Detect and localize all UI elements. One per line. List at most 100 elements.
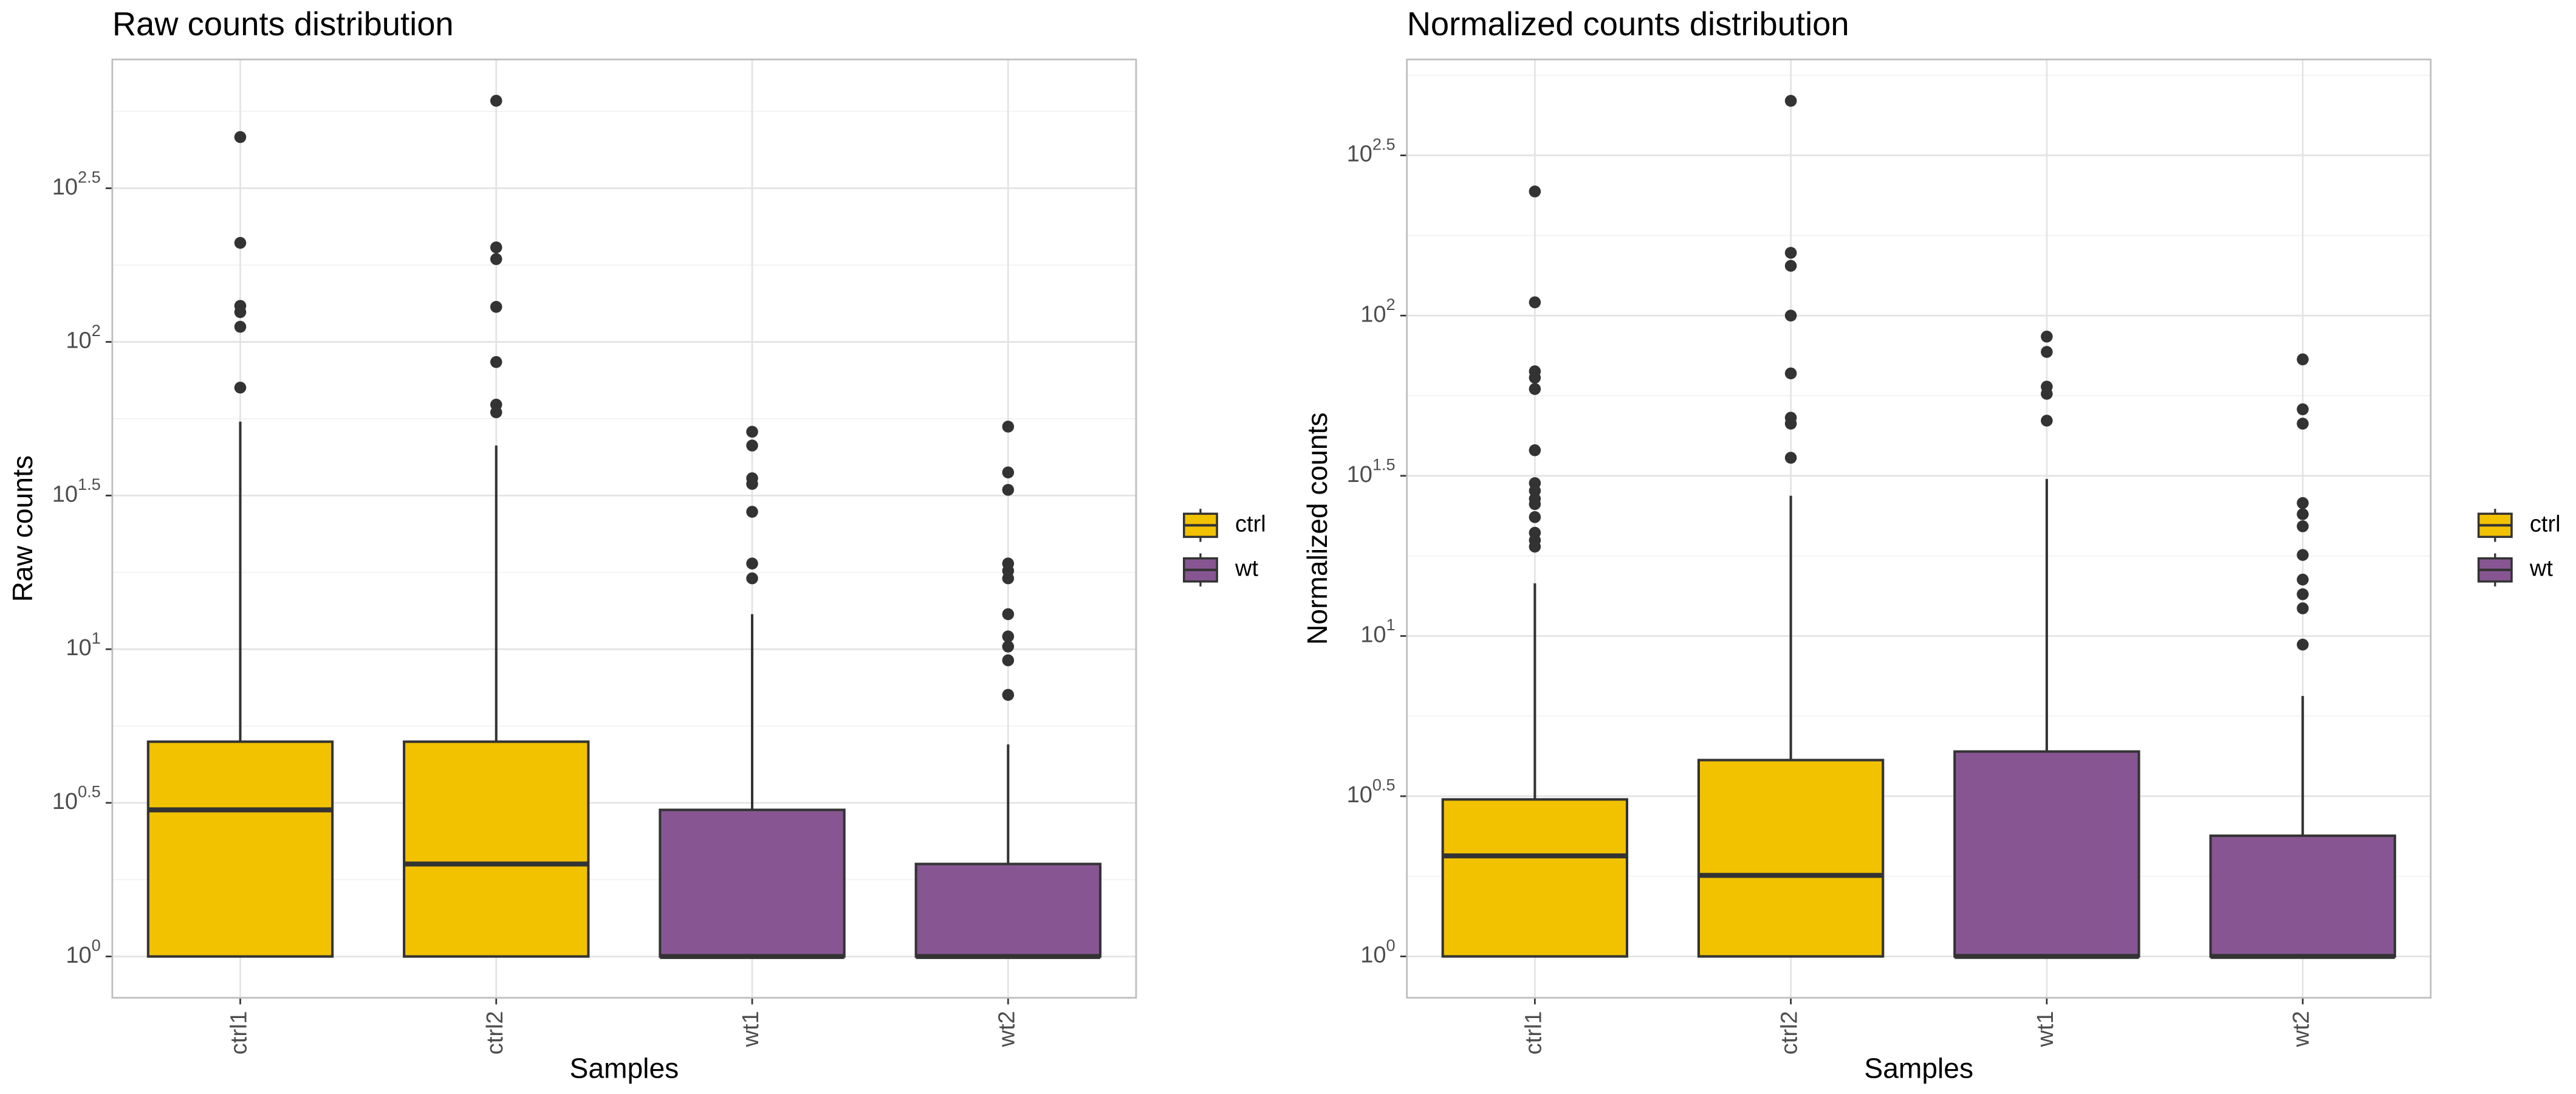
y-tick-label: 101 — [1360, 615, 1395, 647]
plot-border — [1406, 58, 2432, 999]
box — [2209, 834, 2396, 958]
legend-label: wt — [2529, 556, 2553, 582]
outlier — [1529, 498, 1541, 511]
tick-exponent: 0.5 — [1372, 776, 1396, 794]
x-tick-label: wt2 — [994, 1011, 1019, 1047]
outlier — [2041, 415, 2053, 427]
x-tick-label: ctrl1 — [227, 1011, 252, 1054]
outlier — [1784, 260, 1797, 272]
outlier — [2297, 588, 2309, 600]
outlier — [234, 381, 247, 394]
y-tick-label: 100 — [1360, 935, 1395, 968]
y-tick-label: 102.5 — [1347, 135, 1396, 167]
outlier — [746, 572, 758, 585]
y-tick-label: 101.5 — [52, 475, 101, 507]
outlier — [1529, 296, 1541, 309]
outlier — [1529, 383, 1541, 395]
outlier — [234, 320, 247, 333]
outlier — [234, 131, 247, 143]
y-tick-label: 102 — [66, 321, 100, 353]
outlier — [2297, 602, 2309, 614]
outlier — [2041, 346, 2053, 358]
tick-exponent: 1 — [92, 628, 101, 647]
outlier — [746, 506, 758, 518]
outlier — [2297, 508, 2309, 520]
outlier — [1002, 466, 1015, 479]
outlier — [490, 241, 502, 253]
outlier — [1529, 540, 1541, 553]
tick-exponent: 1 — [1386, 615, 1396, 634]
x-tick-label: wt2 — [2289, 1011, 2314, 1047]
x-axis-title: Samples — [570, 1052, 679, 1084]
outlier — [1002, 641, 1015, 653]
outlier — [1002, 654, 1015, 667]
outlier — [2297, 520, 2309, 532]
outlier — [1529, 185, 1541, 198]
outlier — [490, 406, 502, 419]
outlier — [746, 425, 758, 438]
outlier — [1784, 452, 1797, 464]
tick-exponent: 1.5 — [1372, 455, 1396, 474]
outlier — [490, 253, 502, 266]
box — [1441, 798, 1629, 958]
chart-title: Raw counts distribution — [112, 5, 454, 43]
outlier — [1002, 484, 1015, 496]
outlier — [2297, 573, 2309, 586]
outlier — [2041, 388, 2053, 400]
outlier — [746, 557, 758, 569]
outlier — [1529, 444, 1541, 456]
plot-border — [111, 58, 1137, 999]
outlier — [1784, 247, 1797, 259]
outlier — [1002, 630, 1015, 642]
outlier — [234, 236, 247, 249]
x-tick-label: wt1 — [738, 1011, 764, 1047]
tick-exponent: 0 — [1386, 935, 1396, 954]
outlier — [234, 306, 247, 318]
tick-exponent: 0.5 — [78, 782, 101, 801]
y-tick-label: 100 — [66, 936, 100, 968]
outlier — [2297, 549, 2309, 561]
y-tick-label: 100.5 — [52, 782, 101, 814]
outlier — [2297, 418, 2309, 430]
x-tick-label: ctrl2 — [1777, 1011, 1803, 1054]
tick-exponent: 2 — [92, 321, 101, 340]
tick-exponent: 0 — [92, 936, 101, 955]
outlier — [2041, 331, 2053, 343]
outlier — [2297, 638, 2309, 651]
outlier — [1784, 95, 1797, 107]
tick-exponent: 2.5 — [1372, 135, 1396, 154]
x-axis-title: Samples — [1864, 1052, 1973, 1084]
tick-exponent: 1.5 — [78, 475, 101, 494]
y-tick-label: 101.5 — [1347, 455, 1396, 487]
x-tick-label: wt1 — [2033, 1011, 2058, 1047]
y-tick-label: 101 — [66, 628, 100, 661]
box — [1953, 750, 2140, 958]
legend-label: ctrl — [2530, 511, 2561, 537]
box — [1697, 759, 1885, 958]
outlier — [1784, 309, 1797, 322]
box — [659, 808, 846, 958]
outlier — [2297, 353, 2309, 366]
outlier — [1784, 367, 1797, 380]
outlier — [1002, 421, 1015, 433]
outlier — [1002, 689, 1015, 701]
y-tick-label: 102.5 — [52, 168, 101, 200]
outlier — [1002, 572, 1015, 585]
box — [403, 740, 590, 958]
box — [914, 862, 1102, 958]
outlier — [746, 439, 758, 452]
outlier — [2297, 497, 2309, 509]
outlier — [1529, 511, 1541, 523]
outlier — [1002, 608, 1015, 621]
legend-label: ctrl — [1235, 511, 1266, 537]
y-axis-title: Normalized counts — [1301, 412, 1333, 645]
y-tick-label: 100.5 — [1347, 776, 1396, 808]
outlier — [2297, 403, 2309, 416]
outlier — [490, 95, 502, 107]
box — [146, 740, 334, 958]
chart-title: Normalized counts distribution — [1407, 5, 1849, 43]
